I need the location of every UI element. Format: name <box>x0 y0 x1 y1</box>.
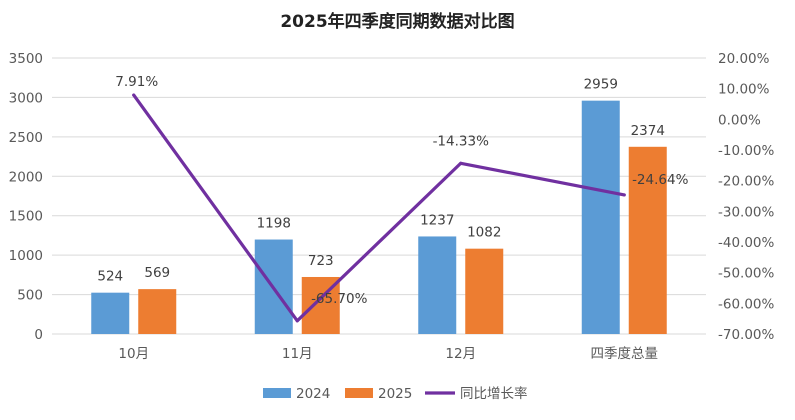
left-tick-label: 3500 <box>9 51 43 67</box>
growth-rate-point <box>132 93 136 97</box>
bar-value-label: 1082 <box>467 225 501 241</box>
growth-rate-line <box>132 93 626 323</box>
growth-rate-label: -65.70% <box>311 291 368 307</box>
growth-rate-point <box>622 193 626 197</box>
right-tick-label: -40.00% <box>718 235 775 251</box>
right-tick-label: -30.00% <box>718 204 775 220</box>
left-tick-label: 2500 <box>9 130 43 146</box>
bar-2024-0 <box>91 292 130 334</box>
right-tick-label: 10.00% <box>718 82 770 98</box>
category-label: 四季度总量 <box>591 346 659 362</box>
category-label: 11月 <box>282 346 313 362</box>
right-tick-label: -10.00% <box>718 143 775 159</box>
bar-2025-0 <box>138 289 177 334</box>
legend-swatch-2024 <box>263 388 291 398</box>
growth-rate-point <box>295 319 299 323</box>
category-label: 12月 <box>445 346 476 362</box>
bar-value-label: 723 <box>308 253 334 269</box>
bar-value-label: 1237 <box>420 212 454 228</box>
legend-label: 同比增长率 <box>460 385 528 402</box>
bar-2024-3 <box>581 100 620 334</box>
right-tick-label: 0.00% <box>718 112 761 128</box>
bar-value-label: 569 <box>144 265 170 281</box>
category-label: 10月 <box>118 346 149 362</box>
growth-rate-label: 7.91% <box>115 74 158 90</box>
legend-label: 2025 <box>378 386 412 402</box>
right-tick-label: -70.00% <box>718 327 775 343</box>
growth-rate-point <box>459 161 463 165</box>
left-tick-label: 1500 <box>9 209 43 225</box>
x-axis-categories: 10月 11月 12月 四季度总量 <box>118 346 658 362</box>
right-tick-label: -50.00% <box>718 266 775 282</box>
growth-rate-label: -14.33% <box>433 133 490 149</box>
left-tick-label: 3000 <box>9 90 43 106</box>
right-tick-label: 20.00% <box>718 51 770 67</box>
left-y-axis: 0 500 1000 1500 2000 2500 3000 3500 <box>9 51 43 343</box>
chart-title: 2025年四季度同期数据对比图 <box>280 11 514 32</box>
legend-swatch-2025 <box>345 388 373 398</box>
bar-value-label: 1198 <box>257 216 291 232</box>
data-labels: 524 569 1198 723 1237 1082 2959 2374 7.91% -65.70… <box>97 74 688 307</box>
legend-label: 2024 <box>296 386 330 402</box>
right-tick-label: -60.00% <box>718 296 775 312</box>
bar-2024-2 <box>418 236 457 334</box>
bar-2025-2 <box>465 248 504 334</box>
left-tick-label: 0 <box>34 327 43 343</box>
right-y-axis: -70.00% -60.00% -50.00% -40.00% -30.00% -20.0… <box>718 51 775 343</box>
left-tick-label: 500 <box>17 288 43 304</box>
legend: 2024 2025 同比增长率 <box>263 385 528 402</box>
bar-2025-3 <box>628 146 667 334</box>
bars <box>91 100 667 334</box>
growth-line <box>132 93 626 323</box>
bar-value-label: 2374 <box>631 123 665 139</box>
left-tick-label: 1000 <box>9 248 43 264</box>
left-tick-label: 2000 <box>9 169 43 185</box>
right-tick-label: -20.00% <box>718 174 775 190</box>
bar-value-label: 524 <box>97 269 123 285</box>
growth-rate-label: -24.64% <box>632 172 689 188</box>
bar-value-label: 2959 <box>584 77 618 93</box>
